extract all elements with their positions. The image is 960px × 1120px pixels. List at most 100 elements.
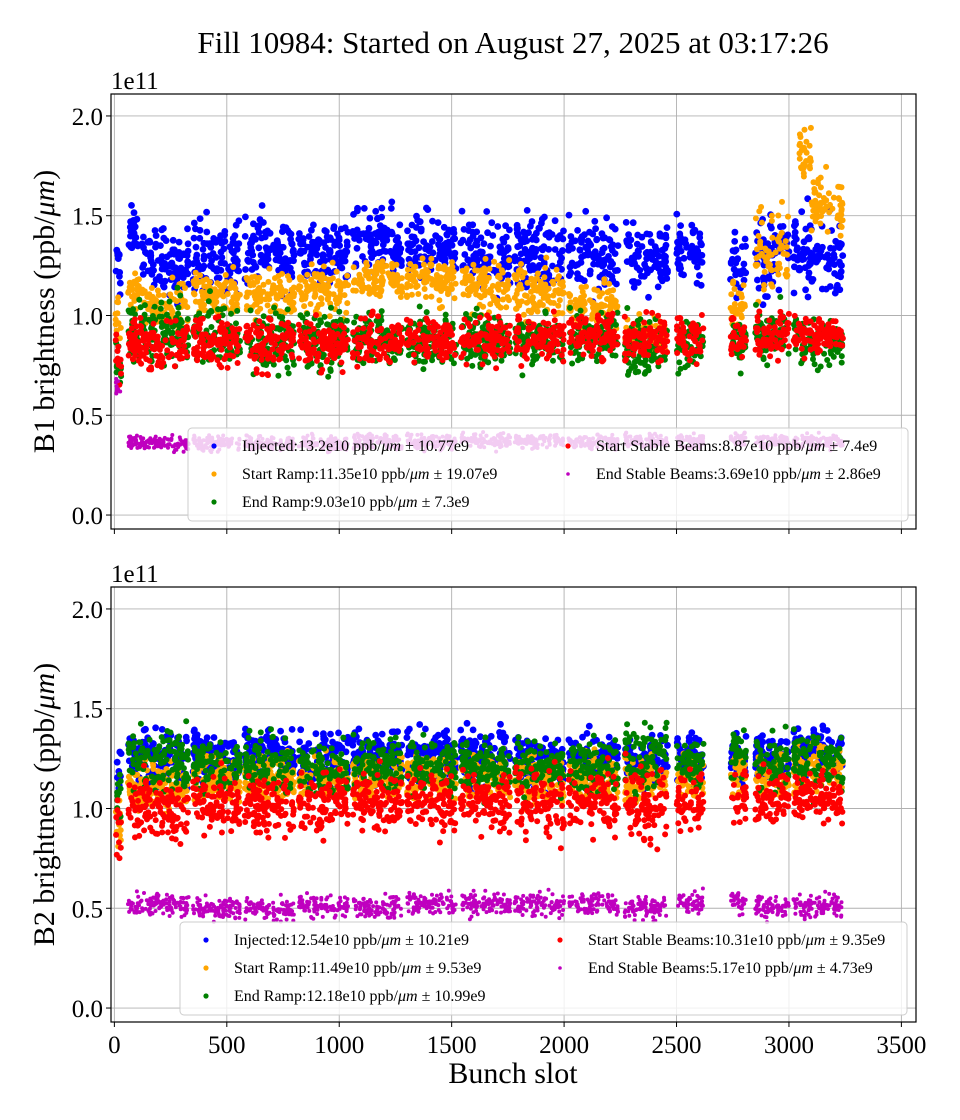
- data-point: [276, 278, 283, 285]
- data-point: [462, 273, 469, 280]
- data-point: [375, 313, 381, 320]
- data-point: [378, 336, 385, 343]
- data-point: [621, 313, 628, 320]
- data-point: [495, 302, 502, 309]
- data-point: [318, 319, 324, 326]
- data-point: [472, 319, 479, 326]
- data-point: [451, 235, 459, 243]
- data-point: [614, 267, 621, 274]
- data-point: [466, 323, 473, 330]
- data-point: [153, 341, 160, 348]
- data-point: [673, 249, 681, 257]
- data-point: [321, 257, 329, 265]
- data-point: [265, 278, 272, 285]
- data-point: [198, 278, 205, 285]
- data-point: [271, 304, 278, 311]
- data-point: [503, 304, 510, 311]
- data-point: [485, 274, 492, 281]
- data-point: [388, 198, 396, 206]
- data-point: [461, 251, 469, 258]
- data-point: [421, 286, 428, 292]
- data-point: [353, 244, 361, 252]
- data-point: [330, 291, 337, 298]
- data-point: [651, 243, 659, 251]
- data-point: [233, 320, 239, 327]
- data-point: [475, 280, 482, 287]
- data-point: [623, 239, 631, 247]
- data-point: [487, 242, 494, 250]
- data-point: [596, 346, 603, 353]
- data-point: [151, 227, 159, 234]
- data-point: [460, 226, 468, 233]
- data-point: [763, 247, 770, 254]
- data-point: [676, 359, 683, 366]
- data-point: [504, 294, 511, 301]
- data-point: [290, 257, 297, 265]
- data-point: [196, 215, 204, 223]
- data-point: [465, 221, 473, 229]
- data-point: [480, 286, 487, 293]
- data-point: [799, 256, 806, 263]
- data-point: [423, 266, 429, 273]
- data-point: [526, 308, 533, 315]
- data-point: [498, 267, 505, 274]
- data-point: [279, 223, 287, 231]
- data-point: [752, 215, 759, 222]
- data-point: [423, 309, 430, 316]
- data-point: [775, 212, 782, 219]
- data-point: [135, 357, 142, 364]
- data-point: [469, 228, 477, 236]
- data-point: [387, 205, 395, 212]
- data-point: [567, 233, 575, 240]
- data-point: [473, 346, 480, 353]
- data-point: [118, 370, 124, 377]
- data-point: [361, 266, 368, 273]
- data-point: [236, 326, 243, 332]
- data-point: [630, 320, 637, 327]
- data-point: [132, 352, 139, 359]
- data-point: [340, 324, 347, 331]
- data-point: [258, 356, 265, 363]
- data-point: [590, 299, 597, 306]
- data-point: [553, 266, 560, 273]
- data-point: [815, 176, 822, 183]
- data-point: [327, 269, 335, 277]
- data-point: [214, 280, 221, 287]
- data-point: [383, 236, 391, 244]
- data-point: [824, 228, 831, 235]
- data-point: [428, 238, 436, 245]
- data-point: [264, 302, 271, 309]
- data-point: [608, 246, 616, 254]
- data-point: [648, 357, 655, 364]
- data-point: [192, 243, 200, 251]
- data-point: [506, 348, 513, 355]
- data-point: [235, 217, 243, 225]
- data-point: [592, 225, 599, 233]
- data-point: [481, 292, 488, 299]
- data-point: [776, 331, 783, 338]
- data-point: [198, 299, 205, 306]
- data-point: [275, 347, 282, 354]
- data-point: [362, 235, 370, 243]
- data-point: [768, 212, 775, 219]
- data-point: [754, 314, 761, 320]
- data-point: [360, 230, 367, 238]
- data-point: [549, 262, 556, 270]
- data-point: [769, 234, 776, 241]
- data-point: [463, 311, 469, 317]
- data-point: [376, 222, 384, 230]
- data-point: [577, 235, 585, 243]
- data-point: [206, 252, 214, 260]
- data-point: [128, 202, 135, 209]
- data-point: [514, 231, 522, 239]
- data-point: [782, 238, 789, 245]
- data-point: [411, 359, 418, 366]
- data-point: [297, 275, 304, 282]
- panel-b1: 0.00.51.01.52.0 1e11 B1 brightness (ppb/…: [28, 68, 917, 534]
- data-point: [371, 237, 378, 245]
- data-point: [160, 225, 167, 232]
- data-point: [304, 310, 311, 317]
- data-point: [441, 253, 448, 260]
- data-point: [404, 294, 410, 300]
- data-point: [422, 276, 429, 283]
